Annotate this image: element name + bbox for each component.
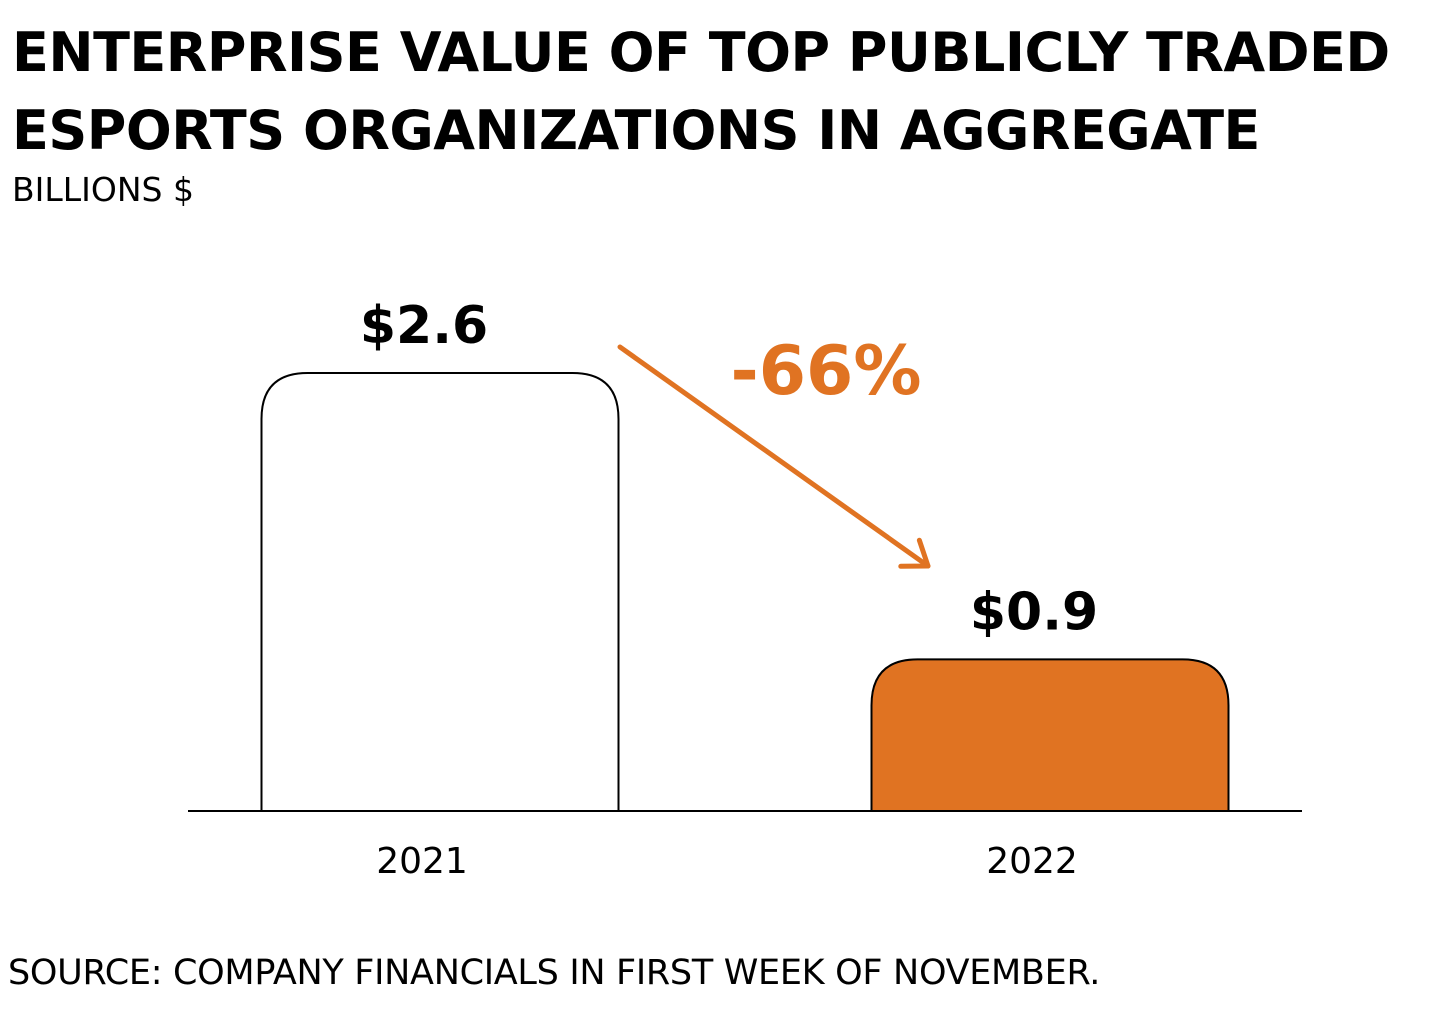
category-label-2022: 2022 bbox=[986, 841, 1078, 882]
value-label-2022: $0.9 bbox=[970, 582, 1098, 642]
chart-subtitle: BILLIONS $ bbox=[12, 170, 194, 209]
value-label-2021: $2.6 bbox=[360, 296, 488, 356]
category-label-2021: 2021 bbox=[376, 841, 468, 882]
source-note: SOURCE: COMPANY FINANCIALS IN FIRST WEEK… bbox=[8, 953, 1101, 993]
change-arrow bbox=[617, 344, 931, 569]
chart-title-line-2: ESPORTS ORGANIZATIONS IN AGGREGATE bbox=[12, 99, 1260, 162]
bars-layer bbox=[260, 372, 1230, 812]
change-annotation-label: -66% bbox=[731, 332, 922, 411]
bar-2022 bbox=[870, 658, 1230, 812]
bar-2021 bbox=[260, 372, 620, 812]
labels-layer: $2.6 2021 $0.9 2022 bbox=[360, 296, 1098, 882]
chart-title-line-1: ENTERPRISE VALUE OF TOP PUBLICLY TRADED bbox=[12, 21, 1390, 84]
chart-title: ENTERPRISE VALUE OF TOP PUBLICLY TRADED … bbox=[12, 14, 1432, 170]
